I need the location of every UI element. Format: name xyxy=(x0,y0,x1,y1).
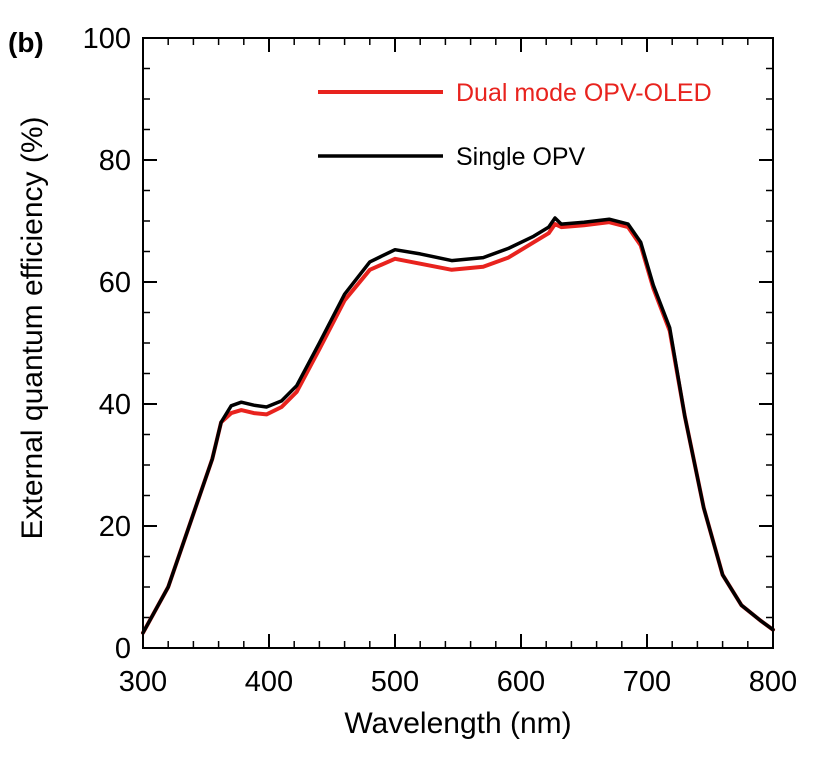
y-axis-title: External quantum efficiency (%) xyxy=(16,117,49,540)
legend-label-1: Single OPV xyxy=(456,143,586,171)
y-tick-label: 20 xyxy=(99,511,131,543)
x-tick-label: 300 xyxy=(119,666,167,698)
x-tick-label: 500 xyxy=(371,666,419,698)
y-tick-labels: 0 20 40 60 80 100 xyxy=(83,23,131,665)
major-ticks xyxy=(142,37,774,649)
x-tick-label: 700 xyxy=(623,666,671,698)
x-tick-label: 400 xyxy=(245,666,293,698)
x-tick-label: 800 xyxy=(749,666,797,698)
legend-label-0: Dual mode OPV-OLED xyxy=(456,79,712,107)
x-tick-label: 600 xyxy=(497,666,545,698)
y-tick-label: 100 xyxy=(83,23,131,55)
plot-frame xyxy=(142,37,774,649)
panel-label: (b) xyxy=(8,27,44,58)
y-tick-label: 40 xyxy=(99,389,131,421)
x-tick-labels: 300 400 500 600 700 800 xyxy=(119,666,797,698)
y-tick-label: 60 xyxy=(99,267,131,299)
y-tick-label: 80 xyxy=(99,145,131,177)
y-tick-label: 0 xyxy=(115,633,131,665)
minor-ticks xyxy=(143,38,773,648)
series-layer xyxy=(141,216,775,635)
series-line-1 xyxy=(141,216,775,635)
legend: Dual mode OPV-OLED Single OPV xyxy=(318,79,712,171)
x-axis-title: Wavelength (nm) xyxy=(344,707,571,740)
series-line-0 xyxy=(141,220,775,635)
